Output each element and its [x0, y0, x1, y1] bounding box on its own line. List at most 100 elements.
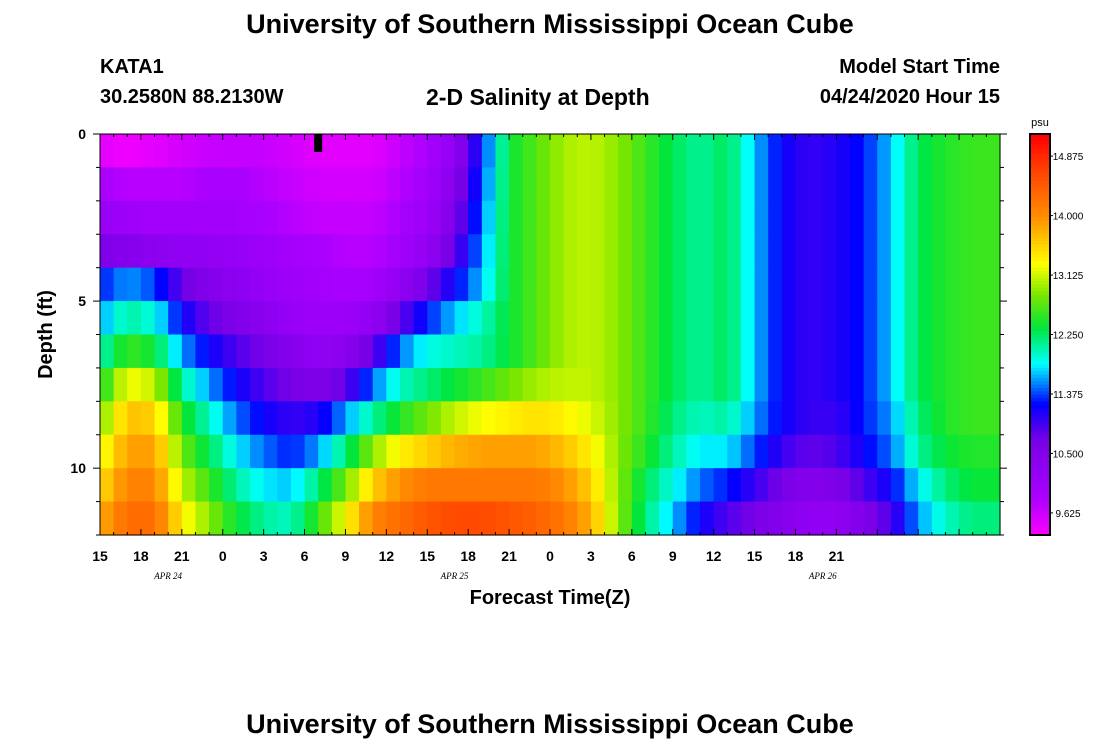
heatmap-cell [168, 367, 183, 402]
heatmap-cell [277, 468, 292, 503]
heatmap-cell [768, 401, 783, 436]
colorbar-segment [1030, 391, 1050, 396]
heatmap-cell [590, 167, 606, 202]
heatmap-cell [345, 200, 360, 235]
heatmap-cell [236, 167, 251, 202]
x-tick-label: 15 [92, 548, 108, 564]
colorbar-segment [1030, 394, 1050, 399]
heatmap-cell [918, 200, 933, 235]
heatmap-cell [604, 501, 619, 536]
heatmap-cell [400, 367, 415, 402]
heatmap-cell [931, 434, 947, 469]
heatmap-cell [100, 167, 115, 202]
heatmap-cell [618, 334, 633, 369]
heatmap-cell [290, 267, 306, 302]
heatmap-cell [850, 234, 865, 269]
colorbar-segment [1030, 337, 1050, 342]
colorbar-segment [1030, 474, 1050, 479]
heatmap-cell [904, 367, 919, 402]
heatmap-cell [222, 301, 237, 336]
heatmap-cell [918, 367, 933, 402]
heatmap-cell [945, 267, 960, 302]
heatmap-cell [713, 468, 728, 503]
heatmap-cell [700, 434, 715, 469]
heatmap-cell [863, 200, 878, 235]
heatmap-cell [331, 267, 347, 302]
heatmap-cell [481, 468, 497, 503]
heatmap-cell [481, 267, 497, 302]
heatmap-cell [481, 334, 497, 369]
colorbar-segment [1030, 234, 1050, 239]
heatmap-cell [468, 200, 483, 235]
heatmap-cell [290, 401, 306, 436]
colorbar-segment [1030, 287, 1050, 292]
heatmap-cell [209, 434, 224, 469]
heatmap-cell [222, 200, 237, 235]
colorbar-segment [1030, 197, 1050, 202]
heatmap-cell [181, 200, 197, 235]
heatmap-cell [768, 434, 783, 469]
heatmap-cell [754, 267, 769, 302]
heatmap-cell [400, 167, 415, 202]
heatmap-cell [809, 134, 824, 169]
heatmap-cell [359, 167, 374, 202]
colorbar-segment [1030, 327, 1050, 332]
heatmap-cell [863, 434, 878, 469]
heatmap-cell [577, 167, 592, 202]
heatmap-cell [400, 468, 415, 503]
heatmap-cell [522, 267, 537, 302]
heatmap-cell [959, 167, 974, 202]
heatmap-cell [672, 134, 687, 169]
heatmap-cell [713, 200, 728, 235]
heatmap-cell [727, 334, 742, 369]
heatmap-cell [659, 334, 674, 369]
heatmap-cell [740, 267, 756, 302]
heatmap-cell [168, 234, 183, 269]
heatmap-cell [550, 134, 565, 169]
heatmap-cell [836, 401, 851, 436]
heatmap-cell [304, 267, 319, 302]
heatmap-cell [890, 167, 906, 202]
colorbar: 9.625 10.500 11.375 12.250 13.125 14.000 14.87… [1029, 133, 1084, 536]
heatmap-cell [590, 234, 606, 269]
colorbar-segment [1030, 291, 1050, 295]
heatmap-cell [631, 434, 647, 469]
heatmap-cell [481, 401, 497, 436]
heatmap-cell [318, 501, 333, 536]
heatmap-cell [181, 267, 197, 302]
heatmap-cell [645, 267, 660, 302]
heatmap-cell [372, 501, 387, 536]
heatmap-cell [195, 200, 210, 235]
heatmap-cell [304, 234, 319, 269]
heatmap-cell [427, 267, 442, 302]
heatmap-cell [836, 134, 851, 169]
heatmap-cell [945, 367, 960, 402]
colorbar-segment [1030, 528, 1050, 533]
heatmap-cell [563, 234, 578, 269]
colorbar-segment [1030, 458, 1050, 463]
heatmap-cell [754, 200, 769, 235]
heatmap-cell [236, 200, 251, 235]
heatmap-cell [550, 367, 565, 402]
heatmap-cell [250, 501, 265, 536]
colorbar-segment [1030, 194, 1050, 199]
heatmap-cell [631, 401, 647, 436]
heatmap-cell [740, 367, 756, 402]
heatmap-cell [100, 334, 115, 369]
heatmap-cell [263, 401, 278, 436]
heatmap-cell [168, 200, 183, 235]
heatmap-cell [740, 234, 756, 269]
colorbar-segment [1030, 254, 1050, 259]
plot-frame [99, 133, 1001, 536]
heatmap-cell [168, 501, 183, 536]
heatmap-cell [890, 468, 906, 503]
heatmap-cell [372, 134, 387, 169]
heatmap-cell [100, 200, 115, 235]
heatmap-cell [168, 334, 183, 369]
heatmap-cell [127, 200, 142, 235]
heatmap-cell [550, 468, 565, 503]
x-tick-label: 12 [706, 548, 722, 564]
heatmap-cell [509, 367, 524, 402]
heatmap-cell [986, 267, 1001, 302]
